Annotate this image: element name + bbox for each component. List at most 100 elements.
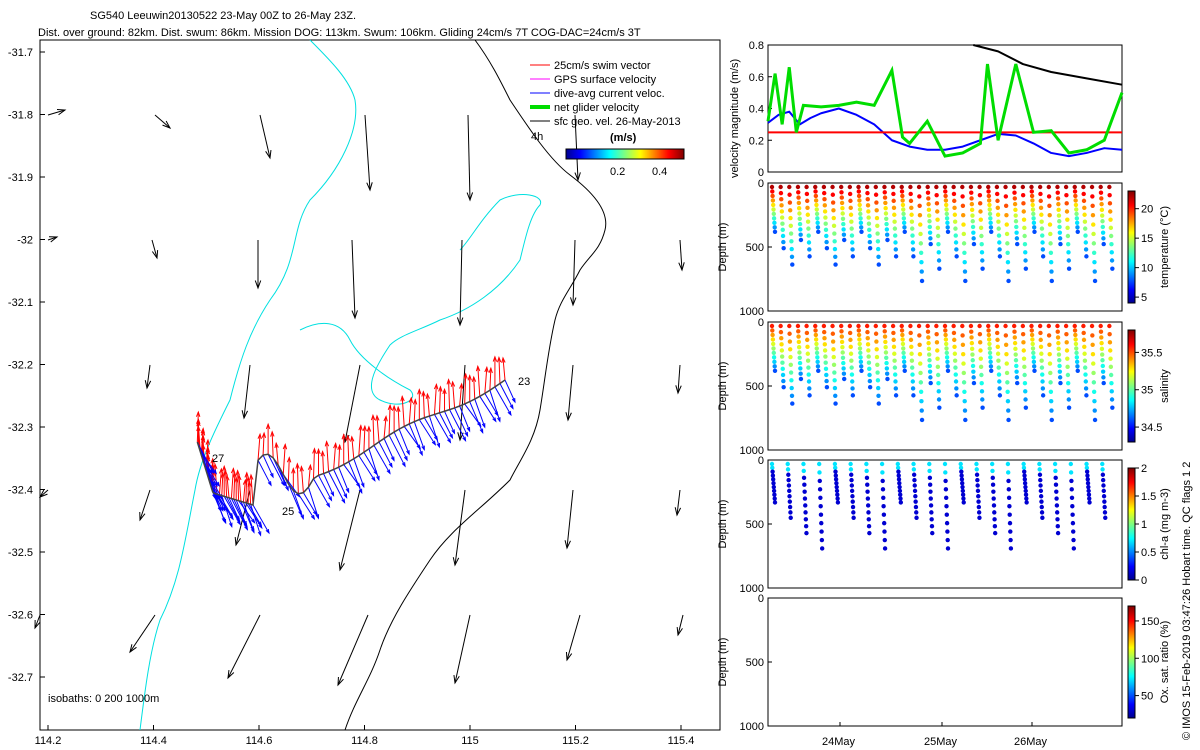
profile-marker bbox=[902, 229, 907, 234]
geo-vector-arrow bbox=[574, 114, 581, 182]
profile-marker bbox=[960, 342, 966, 347]
profile-marker bbox=[961, 212, 966, 218]
profile-marker bbox=[770, 328, 775, 333]
profile-marker bbox=[1012, 201, 1018, 207]
profile-marker bbox=[1099, 207, 1105, 213]
profile-marker bbox=[962, 398, 967, 404]
swim-vector-arrow bbox=[438, 385, 443, 413]
profile-marker bbox=[841, 232, 847, 237]
profile-marker bbox=[884, 360, 889, 366]
profile-marker bbox=[908, 184, 913, 190]
profile-marker bbox=[989, 461, 995, 467]
profile-marker bbox=[1056, 201, 1061, 207]
profile-marker bbox=[969, 346, 975, 352]
profile-marker bbox=[1012, 329, 1017, 334]
current-vector-arrow bbox=[196, 441, 214, 475]
profile-marker bbox=[951, 191, 957, 197]
profile-marker bbox=[866, 517, 871, 522]
profile-marker bbox=[818, 504, 823, 509]
geo-vector-arrow bbox=[466, 114, 474, 202]
swim-vector-arrow bbox=[345, 434, 351, 462]
current-vector-arrow bbox=[388, 434, 406, 468]
profile-marker bbox=[929, 510, 934, 515]
date-tick-26may: 26May bbox=[1014, 736, 1048, 748]
profile-marker bbox=[850, 386, 855, 391]
profile-marker bbox=[1092, 259, 1097, 265]
profile-marker bbox=[857, 198, 862, 203]
profile-marker bbox=[1100, 213, 1105, 218]
lon-tick-label: 115.4 bbox=[668, 735, 695, 747]
net-glider-track bbox=[196, 379, 506, 506]
profile-marker bbox=[816, 368, 821, 373]
profile-marker bbox=[1066, 250, 1071, 255]
profile-marker bbox=[990, 468, 995, 474]
profile-marker bbox=[1029, 193, 1035, 199]
profile-marker bbox=[789, 246, 794, 252]
profile-marker bbox=[1098, 323, 1103, 329]
profile-marker bbox=[802, 482, 807, 487]
profile-marker bbox=[944, 202, 949, 208]
profile-marker bbox=[929, 524, 935, 529]
profile-marker bbox=[876, 393, 881, 399]
profile-marker bbox=[858, 220, 864, 226]
profile-marker bbox=[787, 504, 793, 510]
profile-marker bbox=[1073, 202, 1079, 208]
profile-marker bbox=[917, 203, 922, 208]
profile-marker bbox=[988, 225, 994, 230]
profile-marker bbox=[971, 375, 976, 380]
profile-marker bbox=[919, 408, 924, 413]
current-vector-arrow bbox=[257, 459, 272, 487]
swim-vector-arrow bbox=[400, 394, 405, 427]
profile-marker bbox=[1021, 340, 1026, 345]
profile-marker bbox=[1013, 346, 1018, 352]
profile-marker bbox=[1100, 467, 1105, 472]
profile-marker bbox=[1091, 222, 1096, 227]
profile-marker bbox=[884, 227, 890, 232]
profile-marker bbox=[1022, 372, 1027, 378]
legend-net-label: net glider velocity bbox=[554, 102, 639, 114]
profile-marker bbox=[1100, 461, 1105, 467]
profile-marker bbox=[788, 347, 793, 352]
profile-marker bbox=[987, 207, 992, 212]
profile-marker bbox=[1020, 323, 1026, 329]
profile-marker bbox=[986, 189, 991, 194]
profile-marker bbox=[1047, 361, 1053, 366]
profile-marker bbox=[1008, 537, 1013, 543]
profile-marker bbox=[883, 205, 888, 211]
current-vector-arrow bbox=[494, 386, 512, 417]
depth-ytick-label: 0 bbox=[758, 593, 764, 605]
profile-marker bbox=[1005, 259, 1011, 265]
profile-marker bbox=[840, 344, 845, 350]
profile-marker bbox=[781, 245, 786, 251]
profile-marker bbox=[1066, 405, 1072, 410]
depth-ytick-label: 1000 bbox=[740, 721, 764, 733]
profile-marker bbox=[1040, 240, 1045, 245]
profile-marker bbox=[864, 184, 870, 190]
profile-marker bbox=[1023, 405, 1029, 410]
profile-marker bbox=[927, 475, 933, 481]
profile-marker bbox=[1066, 266, 1072, 271]
profile-marker bbox=[1086, 488, 1091, 494]
profile-marker bbox=[882, 195, 888, 200]
profile-marker bbox=[797, 211, 802, 216]
current-vector-arrow bbox=[230, 498, 249, 531]
profile-marker bbox=[1012, 184, 1017, 190]
profile-marker bbox=[814, 350, 820, 356]
profile-marker bbox=[1107, 201, 1113, 206]
profile-marker bbox=[882, 537, 887, 543]
profile-marker bbox=[850, 379, 855, 384]
profile-marker bbox=[934, 201, 940, 206]
profile-marker bbox=[951, 330, 957, 336]
profile-marker bbox=[1109, 250, 1114, 255]
profile-marker bbox=[1091, 241, 1097, 246]
profile-marker bbox=[1014, 375, 1020, 380]
profile-marker bbox=[1081, 337, 1087, 343]
profile-marker bbox=[979, 380, 984, 386]
profile-marker bbox=[880, 478, 885, 484]
profile-marker bbox=[874, 208, 879, 213]
profile-marker bbox=[952, 198, 957, 204]
swim-vector-arrow bbox=[333, 442, 338, 470]
profile-marker bbox=[856, 323, 861, 329]
profile-marker bbox=[856, 184, 861, 190]
profile-marker bbox=[804, 191, 810, 197]
